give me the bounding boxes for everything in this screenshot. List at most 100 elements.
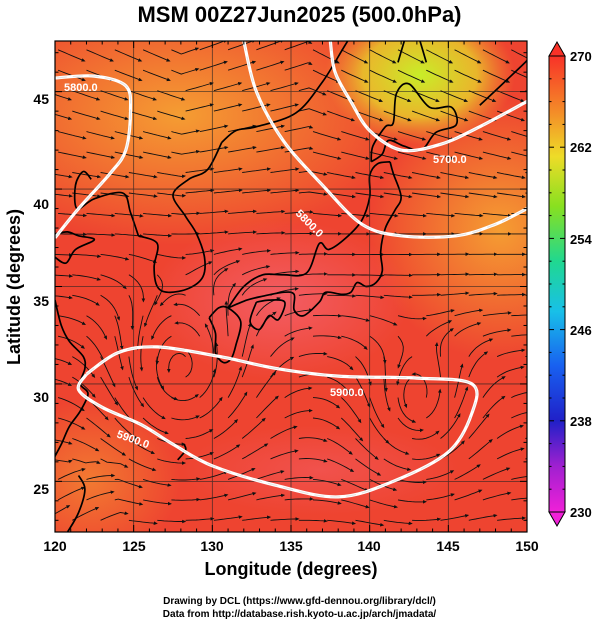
- streamline: [369, 335, 387, 365]
- streamline: [312, 49, 340, 64]
- streamline: [383, 172, 413, 180]
- streamline: [154, 274, 164, 306]
- streamline: [497, 516, 527, 521]
- streamline: [496, 447, 525, 460]
- streamline: [241, 265, 271, 276]
- streamline: [157, 90, 186, 101]
- streamline: [511, 412, 527, 419]
- streamline: [454, 131, 483, 141]
- streamline: [143, 151, 172, 159]
- streamline: [128, 458, 157, 472]
- x-tick-label: 125: [122, 538, 146, 554]
- streamline: [426, 309, 455, 317]
- streamline: [100, 172, 130, 179]
- height-contours: [55, 41, 527, 499]
- colorbar-tick-label: 270: [570, 49, 592, 64]
- contour-highlight: [329, 41, 527, 152]
- streamline: [496, 365, 525, 378]
- streamline: [114, 478, 143, 489]
- x-tick-label: 120: [43, 538, 67, 554]
- streamline: [185, 188, 215, 194]
- streamline: [426, 212, 456, 218]
- streamline: [86, 151, 116, 159]
- streamline: [256, 470, 285, 480]
- streamline: [227, 391, 248, 419]
- streamline: [298, 108, 327, 116]
- streamline: [227, 366, 242, 398]
- streamline: [199, 230, 229, 235]
- x-tick-label: 150: [515, 538, 539, 554]
- streamline: [511, 314, 527, 317]
- streamline: [440, 291, 470, 296]
- colorbar-tick-label: 238: [570, 414, 592, 429]
- streamline: [55, 93, 72, 101]
- y-axis-label: Latitude (degrees): [4, 209, 24, 365]
- streamline: [55, 173, 73, 179]
- streamline: [171, 211, 201, 216]
- streamline: [397, 499, 427, 504]
- streamline: [355, 458, 382, 476]
- streamline: [511, 131, 527, 137]
- streamline: [270, 167, 300, 173]
- x-tick-label: 145: [436, 538, 460, 554]
- streamline: [72, 356, 96, 378]
- streamline: [57, 131, 87, 140]
- streamline: [270, 82, 299, 92]
- streamline: [468, 172, 498, 180]
- streamline: [241, 417, 266, 439]
- streamline: [355, 110, 384, 122]
- streamline: [241, 322, 252, 357]
- streamline: [270, 337, 295, 357]
- y-tick-label: 45: [33, 91, 49, 107]
- streamline: [72, 376, 96, 398]
- y-tick-label: 25: [33, 481, 49, 497]
- streamline: [341, 315, 371, 322]
- streamline: [213, 515, 243, 521]
- streamline: [55, 193, 73, 198]
- streamline: [57, 486, 86, 501]
- axis-tick-marks: [54, 41, 528, 532]
- streamline: [114, 69, 143, 82]
- streamline: [114, 49, 143, 62]
- contour-label: 5800.0: [64, 82, 98, 94]
- streamline: [157, 172, 187, 179]
- streamline: [284, 497, 314, 501]
- streamline: [327, 172, 356, 180]
- streamline: [312, 499, 342, 505]
- coastline-segment: [138, 141, 223, 294]
- streamline: [256, 41, 285, 51]
- streamline: [100, 90, 129, 101]
- streamline: [143, 233, 173, 238]
- streamline: [397, 212, 427, 218]
- streamline: [185, 517, 215, 521]
- streamline: [355, 376, 371, 408]
- streamline: [204, 323, 215, 357]
- streamline: [58, 315, 86, 326]
- streamline: [256, 395, 279, 419]
- streamline: [440, 110, 469, 122]
- streamline: [270, 449, 299, 460]
- coastline-segment: [73, 170, 140, 237]
- streamline: [511, 334, 527, 337]
- streamline: [468, 192, 498, 199]
- x-tick-label: 140: [357, 538, 381, 554]
- y-tick-label: 35: [33, 293, 49, 309]
- streamline: [411, 372, 428, 398]
- colorbar-tick-label: 262: [570, 140, 592, 155]
- streamline: [142, 478, 172, 487]
- streamline: [298, 291, 328, 296]
- streamline: [142, 49, 171, 62]
- streamline: [256, 60, 285, 71]
- streamline: [341, 49, 369, 64]
- streamline: [496, 110, 526, 122]
- streamline: [86, 233, 116, 237]
- y-tick-labels: 25 30 35 40 45: [33, 91, 49, 497]
- colorbar: 270 262 254 246 238 230: [548, 40, 592, 528]
- streamline: [256, 209, 286, 214]
- streamline: [369, 417, 390, 444]
- streamline: [157, 458, 187, 465]
- streamline: [439, 327, 454, 357]
- streamline: [157, 110, 186, 121]
- streamline: [482, 467, 511, 480]
- streamline: [312, 417, 341, 430]
